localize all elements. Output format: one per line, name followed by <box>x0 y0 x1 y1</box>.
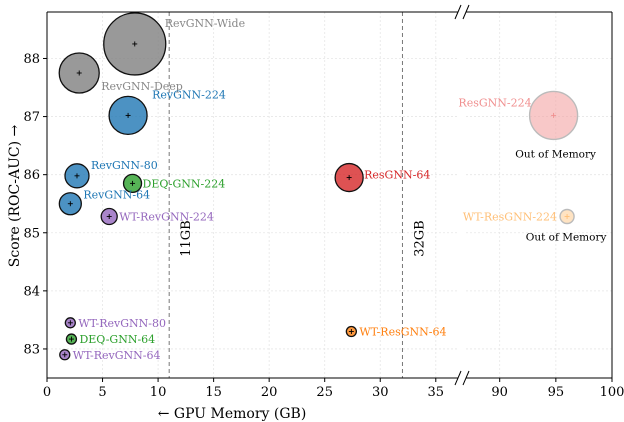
label-resgnn-224: ResGNN-224 <box>458 96 531 109</box>
label-wt-revgnn-80: WT-RevGNN-80 <box>78 317 166 330</box>
x-tick-label: 100 <box>600 385 624 400</box>
x-tick-label: 0 <box>43 385 51 400</box>
label-deq-gnn-64: DEQ-GNN-64 <box>79 333 155 346</box>
label-wt-revgnn-64: WT-RevGNN-64 <box>73 349 161 362</box>
axis-break-mark <box>462 4 470 20</box>
y-axis-label: Score (ROC-AUC) → <box>7 124 23 267</box>
x-tick-label: 30 <box>372 385 389 400</box>
label-revgnn-64: RevGNN-64 <box>83 189 150 202</box>
out-of-memory-note: Out of Memory <box>515 148 596 160</box>
tick-labels: 83 84 85 86 87 88 0 5 10 15 20 25 30 35 90 95 100 <box>23 52 624 400</box>
x-tick-label: 90 <box>491 385 508 400</box>
y-tick-label: 84 <box>23 284 40 299</box>
x-tick-label: 15 <box>205 385 222 400</box>
y-tick-label: 87 <box>23 110 40 125</box>
y-tick-label: 83 <box>23 342 40 357</box>
label-revgnn-deep: RevGNN-Deep <box>101 80 183 93</box>
axis-break-mark <box>454 370 462 386</box>
reference-line-label: 11GB <box>179 220 194 256</box>
label-wt-resgnn-64: WT-ResGNN-64 <box>359 326 446 339</box>
x-tick-label: 35 <box>428 385 445 400</box>
reference-lines: 11GB 32GB <box>168 12 427 378</box>
x-tick-label: 95 <box>548 385 565 400</box>
axis-break-mark <box>462 370 470 386</box>
out-of-memory-note: Out of Memory <box>526 231 607 243</box>
label-revgnn-80: RevGNN-80 <box>91 159 158 172</box>
points-layer <box>58 12 579 361</box>
y-tick-label: 88 <box>23 52 40 67</box>
label-revgnn-224: RevGNN-224 <box>152 88 226 101</box>
y-tick-label: 86 <box>23 168 40 183</box>
label-wt-resgnn-224: WT-ResGNN-224 <box>463 210 557 223</box>
axis-break-mark <box>454 4 462 20</box>
axes-frame <box>46 4 613 386</box>
x-tick-label: 5 <box>98 385 106 400</box>
x-axis-label: ← GPU Memory (GB) <box>158 406 307 422</box>
y-tick-label: 85 <box>23 226 40 241</box>
x-tick-label: 20 <box>261 385 278 400</box>
x-tick-label: 10 <box>150 385 167 400</box>
label-wt-revgnn-224: WT-RevGNN-224 <box>119 210 214 223</box>
label-resgnn-64: ResGNN-64 <box>364 169 430 182</box>
label-revgnn-wide: RevGNN-Wide <box>165 17 245 30</box>
reference-line-label: 32GB <box>412 220 427 256</box>
x-tick-label: 25 <box>316 385 333 400</box>
label-deq-gnn-224: DEQ-GNN-224 <box>143 177 226 190</box>
